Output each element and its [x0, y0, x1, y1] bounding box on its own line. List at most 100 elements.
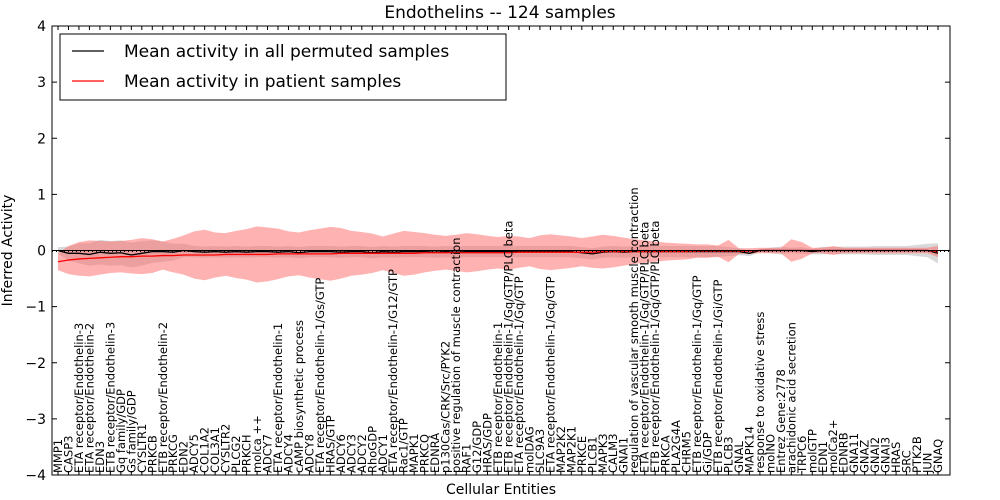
legend-label: Mean activity in all permuted samples: [124, 42, 449, 62]
y-tick-label: −3: [25, 412, 46, 428]
x-entity-label: Gq family/GDP: [114, 389, 128, 473]
x-entity-label: molCa2+: [826, 420, 840, 473]
y-tick-label: −1: [25, 300, 46, 316]
y-axis-label: Inferred Activity: [0, 195, 16, 307]
x-entity-label: EDNRB: [837, 432, 851, 473]
legend: Mean activity in all permuted samples Mea…: [59, 33, 507, 101]
x-entity-label: ETA receptor/Endothelin-1/Gs/GTP: [313, 278, 327, 473]
y-tick-label: 3: [37, 75, 46, 91]
x-entity-label: CYSLTR2: [219, 424, 233, 473]
x-entity-label: ETA receptor/Endothelin-1/G12/GTP: [386, 269, 400, 473]
x-entity-label: positive regulation of muscle contractio…: [449, 237, 463, 473]
x-entity-label: EDN2: [177, 441, 191, 473]
x-entity-label: MAP2K2: [554, 426, 568, 473]
x-entity-label: ETB receptor/Endothelin-1: [491, 322, 505, 473]
x-entity-label: Rac1/GTP: [397, 418, 411, 473]
x-entity-label: MAPK14: [742, 426, 756, 473]
x-entity-label: EDNRA: [428, 433, 442, 473]
x-entity-label: PRKCB: [145, 435, 159, 473]
x-entity-label: ADCY8: [302, 434, 316, 473]
x-entity-label: PLCB3: [721, 436, 735, 473]
x-entity-label: PRKCQ: [418, 434, 432, 473]
x-entity-label: PLCG2: [229, 435, 243, 473]
x-entity-label: ETA receptor/Endothelin-1/Gq/GTP: [543, 276, 557, 473]
x-entity-label: ETA receptor/Endothelin-1/Gq/GTP/PLC bet…: [638, 222, 652, 473]
x-entity-label: ADCY3: [344, 434, 358, 473]
confidence-bands: [58, 226, 938, 283]
x-entity-label: ADCY6: [334, 434, 348, 473]
x-entity-label: RAF1: [460, 444, 474, 473]
x-entity-label: GNAI1: [617, 437, 631, 473]
x-entity-label: ADCY1: [376, 434, 390, 473]
x-entity-label: CHRM5: [680, 431, 694, 473]
x-entity-label: MAP2K1: [564, 426, 578, 473]
x-entity-label: PRKCE: [575, 436, 589, 473]
chart-title: Endothelins -- 124 samples: [384, 3, 615, 23]
x-entity-label: RhoGDP: [365, 426, 379, 473]
y-tick-label: 4: [37, 19, 46, 35]
x-entity-label: ETA receptor/Endothelin-3: [72, 323, 86, 473]
x-entity-label: ADCY7: [261, 434, 275, 473]
y-tick-label: −4: [25, 468, 46, 484]
x-entity-label: ETA receptor/Endothelin-2: [82, 323, 96, 473]
patient-band: [58, 226, 938, 283]
x-entity-label: TRPC6: [795, 436, 809, 474]
y-tick-label: 0: [37, 244, 46, 260]
x-entity-label: PTK2B: [910, 436, 924, 473]
x-entity-label: PLCB1: [585, 436, 599, 473]
x-entity-label: ETB receptor/Endothelin-1/Gi/GTP: [711, 279, 725, 473]
x-entity-label: p130Cas/CRK/Src/PYK2: [439, 341, 453, 473]
x-entity-label: CALM3: [606, 433, 620, 473]
x-entity-label: ETB receptor/Endothelin-1/Gq/GTP/PLC bet…: [648, 221, 662, 473]
x-entity-label: GNAI3: [879, 437, 893, 473]
x-entity-label: response to oxidative stress: [753, 312, 767, 473]
x-entity-label: ETB receptor/Endothelin-1/Gq/GTP: [690, 275, 704, 473]
y-axis-ticks: −4 −3 −2 −1 0 1 2 3 4: [25, 19, 950, 484]
x-entity-label: GNAL: [732, 441, 746, 473]
x-entity-label: GNAZ: [858, 440, 872, 473]
y-tick-label: 1: [37, 187, 46, 203]
x-entity-label: HRAS: [889, 442, 903, 473]
x-entity-label: ETA receptor/Endothelin-1/Gq/GTP: [512, 276, 526, 473]
x-axis-label: Cellular Entities: [446, 482, 556, 498]
x-entity-label: Gs family/GDP: [124, 390, 138, 473]
x-entity-label: ADCY4: [281, 434, 295, 473]
x-entity-label: CYSLTR1: [135, 424, 149, 473]
x-entity-label: PRKCH: [240, 434, 254, 473]
x-entity-label: COL1A2: [198, 427, 212, 473]
x-entity-label: GNAI2: [868, 437, 882, 473]
x-entity-label: HRAS/GDP: [481, 413, 495, 473]
x-entity-label: MAPK1: [407, 433, 421, 473]
x-entity-label: molGTP: [805, 429, 819, 473]
x-entity-label: arachidonic acid secretion: [784, 322, 798, 473]
x-entity-label: JUN: [921, 453, 935, 474]
x-entity-label: molNO: [763, 434, 777, 473]
x-entity-label: ADCY2: [355, 434, 369, 473]
x-entity-label: PLA2G4A: [669, 420, 683, 473]
x-entity-label: HRAS/GTP: [323, 415, 337, 473]
x-entity-label: ADCY5: [187, 434, 201, 473]
x-entity-label: SLC9A3: [533, 429, 547, 473]
x-entity-label: ETA receptor/Endothelin-1: [271, 323, 285, 473]
x-entity-label: regulation of vascular smooth muscle con…: [627, 187, 641, 473]
x-entity-label: ETB receptor/Endothelin-3: [103, 322, 117, 473]
x-entity-label: GNA11: [847, 433, 861, 473]
x-entity-label: PRKCG: [166, 434, 180, 473]
x-entity-label: PRKCA: [659, 435, 673, 473]
y-tick-label: −2: [25, 356, 46, 372]
x-entity-label: GNAQ: [931, 439, 945, 473]
x-entity-label: SRC: [900, 450, 914, 473]
x-entity-label: EDN1: [816, 441, 830, 473]
x-entity-label: G12/GDP: [470, 421, 484, 473]
y-tick-label: 2: [37, 131, 46, 147]
x-entity-label: molca ++: [250, 415, 264, 473]
x-entity-label: CASP3: [61, 436, 75, 473]
x-entity-label: ETB receptor/Endothelin-1/Gq/GTP/PLC bet…: [501, 221, 515, 473]
x-entity-label: EDN3: [93, 441, 107, 473]
legend-box: [59, 33, 507, 101]
x-entity-label: COL3A1: [208, 427, 222, 473]
x-entity-label: cAMP biosynthetic process: [292, 320, 306, 473]
x-entity-label: molDAG: [522, 426, 536, 473]
